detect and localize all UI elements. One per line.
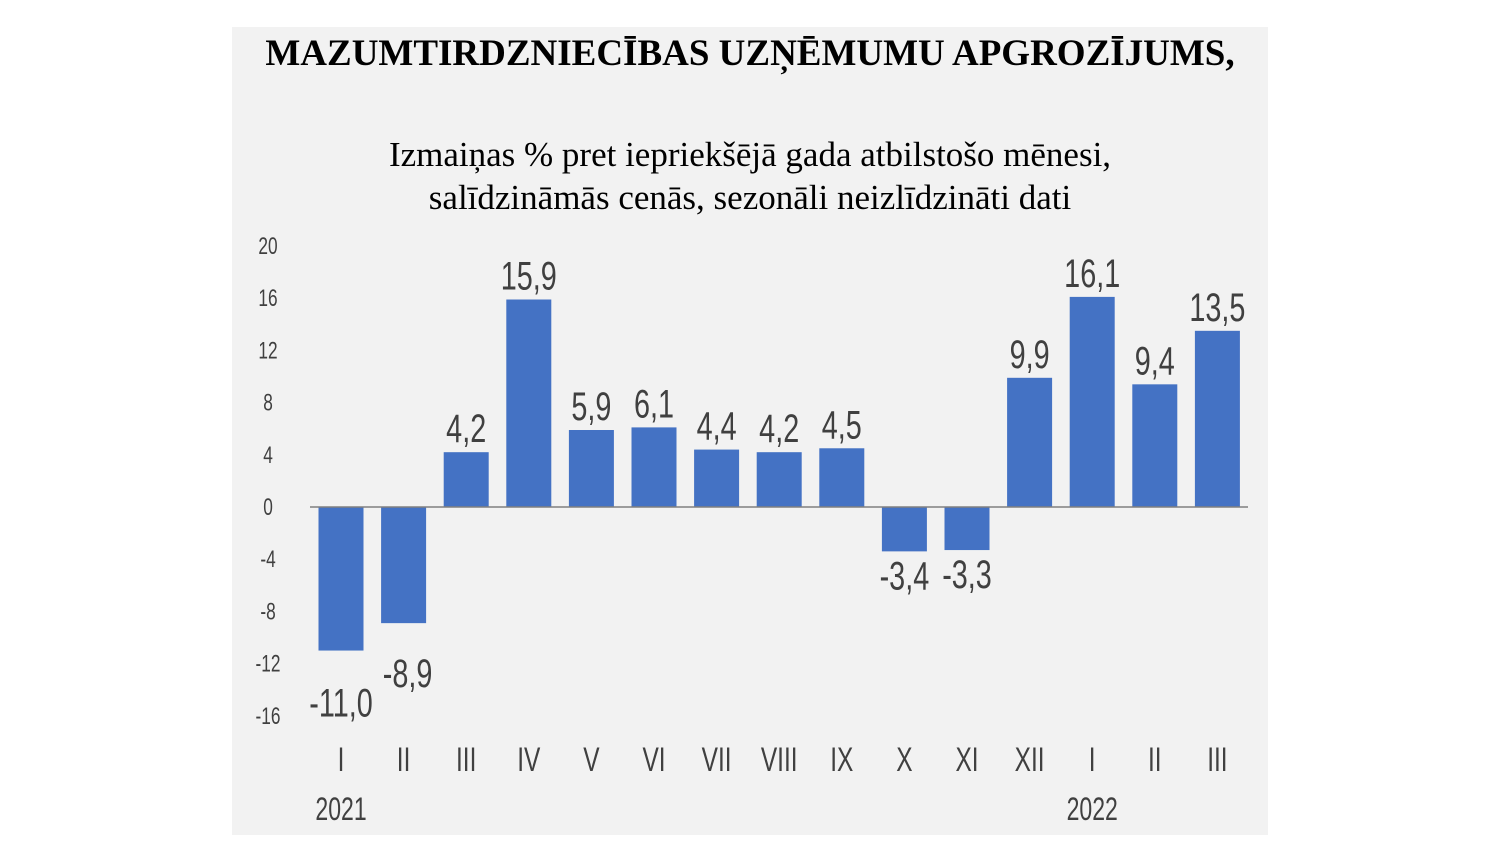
data-label: 4,5 (822, 403, 862, 448)
data-label: 6,1 (634, 382, 674, 427)
subtitle-line-2: salīdzināmās cenās, sezonāli neizlīdzinā… (428, 178, 1072, 217)
data-label: -3,3 (942, 552, 992, 597)
chart-subtitle: Izmaiņas % pret iepriekšējā gada atbilst… (232, 133, 1268, 219)
y-tick-label: -12 (256, 651, 281, 677)
bar (694, 449, 740, 507)
y-tick-label: 12 (258, 338, 277, 364)
data-label: 4,4 (697, 404, 737, 449)
x-tick-label: II (397, 741, 411, 779)
bar (568, 430, 614, 507)
bar (756, 452, 802, 507)
bar (881, 507, 927, 552)
x-tick-label: VI (642, 741, 665, 779)
data-label: -3,4 (880, 554, 930, 599)
y-tick-label: -4 (260, 547, 276, 573)
x-tick-label: XI (955, 741, 978, 779)
bar (1132, 384, 1178, 507)
x-tick-label: XII (1015, 741, 1045, 779)
x-tick-label: V (583, 741, 600, 779)
bar (381, 507, 427, 624)
bar (944, 507, 990, 551)
data-label: 13,5 (1189, 285, 1245, 330)
bar (318, 507, 364, 651)
data-label: -8,9 (383, 652, 433, 697)
bar (506, 299, 552, 507)
data-label: 9,9 (1010, 332, 1050, 377)
data-label: 15,9 (501, 254, 557, 299)
y-tick-label: 0 (263, 494, 273, 520)
x-tick-label: II (1148, 741, 1162, 779)
subtitle-line-1: Izmaiņas % pret iepriekšējā gada atbilst… (388, 135, 1112, 174)
year-label: 2022 (1067, 791, 1118, 827)
bar (1194, 330, 1240, 507)
x-tick-label: IV (517, 741, 540, 779)
x-tick-label: I (338, 741, 345, 779)
x-tick-label: IX (830, 741, 853, 779)
y-tick-label: 20 (258, 233, 277, 259)
y-tick-label: 16 (258, 286, 277, 312)
data-label: -11,0 (309, 681, 372, 726)
chart-title: MAZUMTIRDZNIECĪBAS UZŅĒMUMU APGROZĪJUMS, (265, 33, 1235, 74)
bar (1069, 296, 1115, 507)
x-tick-label: III (456, 741, 476, 779)
y-tick-label: -16 (256, 703, 281, 729)
y-tick-label: -8 (260, 599, 275, 625)
x-tick-label: VIII (761, 741, 798, 779)
data-label: 5,9 (571, 384, 611, 429)
year-label: 2021 (315, 791, 366, 827)
data-label: 9,4 (1135, 339, 1175, 384)
y-tick-label: 8 (263, 390, 273, 416)
x-tick-label: X (896, 741, 913, 779)
data-label: 16,1 (1064, 251, 1120, 296)
data-label: 4,2 (759, 407, 799, 452)
x-tick-label: VII (702, 741, 732, 779)
x-tick-label: III (1207, 741, 1227, 779)
bar (631, 427, 677, 507)
data-label: 4,2 (446, 407, 486, 452)
bar (443, 452, 489, 507)
bar (819, 448, 865, 507)
x-tick-label: I (1089, 741, 1096, 779)
y-tick-label: 4 (263, 442, 273, 468)
bar (1007, 377, 1053, 507)
